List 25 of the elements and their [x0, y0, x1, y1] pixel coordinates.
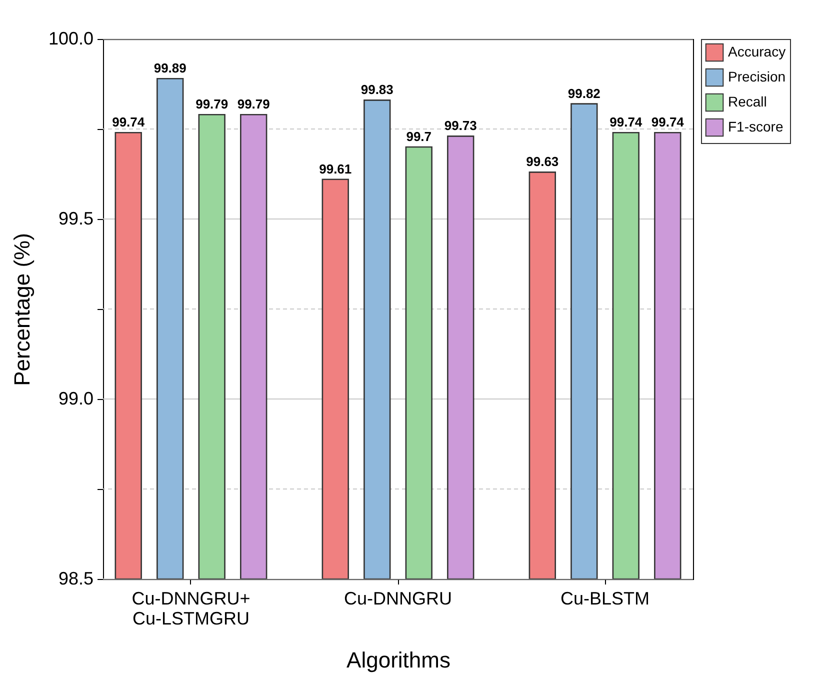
data-label: 99.89	[154, 60, 186, 76]
data-label: 99.74	[651, 114, 685, 130]
y-tick-label: 99.0	[58, 388, 94, 408]
x-tick-label: Cu-BLSTM	[560, 588, 650, 608]
legend-label: Recall	[728, 94, 767, 110]
legend-label: F1-score	[728, 118, 784, 134]
data-label: 99.73	[444, 118, 477, 134]
data-label: 99.82	[568, 86, 600, 101]
data-label: 99.79	[196, 96, 228, 112]
data-label: 99.61	[319, 161, 352, 176]
x-axis-title: Algorithms	[346, 648, 450, 672]
y-tick-label: 98.5	[58, 568, 94, 588]
data-label: 99.79	[237, 96, 270, 112]
data-label: 99.74	[112, 114, 146, 130]
data-label: 99.7	[406, 129, 432, 144]
data-label: 99.83	[360, 82, 394, 98]
y-tick-label: 99.5	[58, 208, 94, 228]
y-tick-label: 100.0	[48, 28, 94, 48]
y-axis-title: Percentage (%)	[9, 233, 34, 386]
legend-label: Precision	[728, 68, 786, 84]
data-label: 99.74	[610, 114, 643, 130]
x-tick-label: Cu-DNNGRU	[344, 588, 452, 608]
x-tick-label: Cu-DNNGRU+ Cu-LSTMGRU	[132, 588, 250, 628]
legend-label: Accuracy	[728, 44, 786, 60]
data-label: 99.63	[526, 154, 559, 170]
